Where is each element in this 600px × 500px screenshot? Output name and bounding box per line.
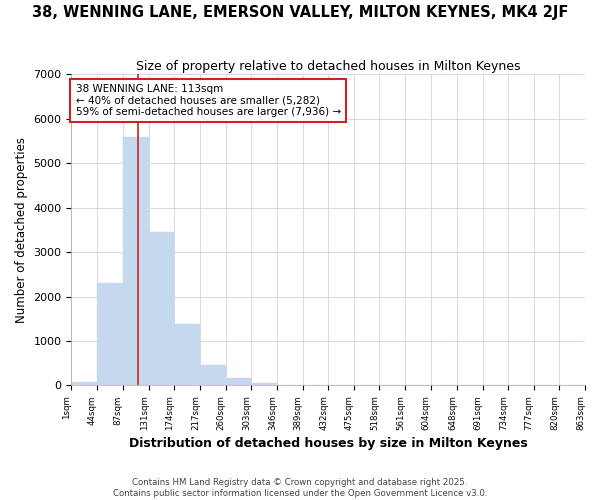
Text: 38 WENNING LANE: 113sqm
← 40% of detached houses are smaller (5,282)
59% of semi: 38 WENNING LANE: 113sqm ← 40% of detache… — [76, 84, 341, 117]
Bar — [71, 382, 97, 386]
X-axis label: Distribution of detached houses by size in Milton Keynes: Distribution of detached houses by size … — [129, 437, 527, 450]
Bar — [149, 232, 175, 386]
Title: Size of property relative to detached houses in Milton Keynes: Size of property relative to detached ho… — [136, 60, 520, 73]
Y-axis label: Number of detached properties: Number of detached properties — [15, 137, 28, 323]
Text: Contains HM Land Registry data © Crown copyright and database right 2025.
Contai: Contains HM Land Registry data © Crown c… — [113, 478, 487, 498]
Bar — [97, 283, 122, 386]
Bar — [200, 365, 226, 386]
Bar — [122, 138, 149, 386]
Bar — [226, 378, 251, 386]
Bar — [251, 383, 277, 386]
Text: 38, WENNING LANE, EMERSON VALLEY, MILTON KEYNES, MK4 2JF: 38, WENNING LANE, EMERSON VALLEY, MILTON… — [32, 5, 568, 20]
Bar — [175, 324, 200, 386]
